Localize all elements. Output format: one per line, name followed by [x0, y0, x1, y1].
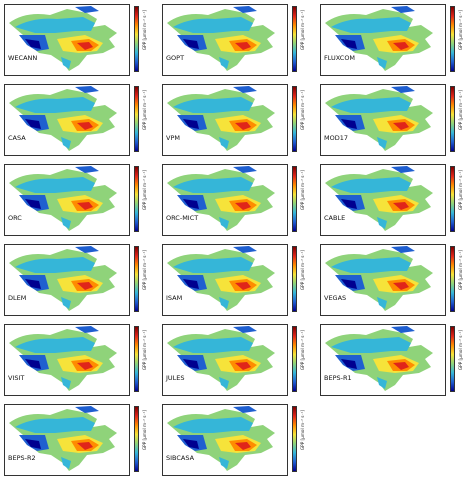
model-label: ORC-MICT: [166, 214, 199, 222]
map-panel: ORC-MICT GPP [μmol m⁻² s⁻¹]: [160, 162, 310, 238]
colorbar: [292, 166, 297, 232]
north-america-gpp-map: [4, 324, 130, 396]
model-label: ISAM: [166, 294, 183, 302]
north-america-gpp-map: [320, 244, 446, 316]
north-america-gpp-map: [4, 164, 130, 236]
colorbar: [292, 246, 297, 312]
colorbar: [450, 246, 455, 312]
map-panel: VPM GPP [μmol m⁻² s⁻¹]: [160, 82, 310, 158]
model-label: JULES: [166, 374, 185, 382]
north-america-gpp-map: [4, 4, 130, 76]
map-panel: GOPT GPP [μmol m⁻² s⁻¹]: [160, 2, 310, 78]
north-america-gpp-map: [162, 404, 288, 476]
colorbar-label: GPP [μmol m⁻² s⁻¹]: [458, 330, 463, 371]
colorbar: [450, 6, 455, 72]
colorbar-label: GPP [μmol m⁻² s⁻¹]: [458, 10, 463, 51]
north-america-gpp-map: [4, 244, 130, 316]
colorbar-label: GPP [μmol m⁻² s⁻¹]: [142, 250, 147, 291]
colorbar-label: GPP [μmol m⁻² s⁻¹]: [300, 90, 305, 131]
colorbar-label: GPP [μmol m⁻² s⁻¹]: [142, 90, 147, 131]
colorbar: [450, 86, 455, 152]
colorbar-label: GPP [μmol m⁻² s⁻¹]: [300, 410, 305, 451]
north-america-gpp-map: [162, 4, 288, 76]
colorbar-label: GPP [μmol m⁻² s⁻¹]: [142, 330, 147, 371]
map-panel: VISIT GPP [μmol m⁻² s⁻¹]: [2, 322, 152, 398]
north-america-gpp-map: [320, 4, 446, 76]
colorbar-label: GPP [μmol m⁻² s⁻¹]: [142, 10, 147, 51]
map-panel: ORC GPP [μmol m⁻² s⁻¹]: [2, 162, 152, 238]
map-panel: WECANN GPP [μmol m⁻² s⁻¹]: [2, 2, 152, 78]
model-label: FLUXCOM: [324, 54, 356, 62]
colorbar-label: GPP [μmol m⁻² s⁻¹]: [300, 250, 305, 291]
colorbar-label: GPP [μmol m⁻² s⁻¹]: [300, 330, 305, 371]
north-america-gpp-map: [320, 324, 446, 396]
model-label: VPM: [166, 134, 180, 142]
colorbar: [134, 86, 139, 152]
model-label: ORC: [8, 214, 22, 222]
colorbar: [134, 326, 139, 392]
colorbar-label: GPP [μmol m⁻² s⁻¹]: [142, 410, 147, 451]
model-label: BEPS-R1: [324, 374, 352, 382]
colorbar: [292, 6, 297, 72]
model-label: WECANN: [8, 54, 38, 62]
north-america-gpp-map: [320, 84, 446, 156]
colorbar: [450, 326, 455, 392]
map-panel: SIBCASA GPP [μmol m⁻² s⁻¹]: [160, 402, 310, 478]
map-panel: BEPS-R2 GPP [μmol m⁻² s⁻¹]: [2, 402, 152, 478]
map-panel: CABLE GPP [μmol m⁻² s⁻¹]: [318, 162, 468, 238]
map-panel: MOD17 GPP [μmol m⁻² s⁻¹]: [318, 82, 468, 158]
colorbar-label: GPP [μmol m⁻² s⁻¹]: [300, 10, 305, 51]
north-america-gpp-map: [162, 324, 288, 396]
colorbar: [134, 406, 139, 472]
colorbar-label: GPP [μmol m⁻² s⁻¹]: [458, 170, 463, 211]
colorbar: [134, 166, 139, 232]
map-panel: JULES GPP [μmol m⁻² s⁻¹]: [160, 322, 310, 398]
model-label: SIBCASA: [166, 454, 195, 462]
model-label: CASA: [8, 134, 26, 142]
map-panel: FLUXCOM GPP [μmol m⁻² s⁻¹]: [318, 2, 468, 78]
colorbar-label: GPP [μmol m⁻² s⁻¹]: [458, 250, 463, 291]
colorbar: [450, 166, 455, 232]
colorbar: [134, 246, 139, 312]
map-panel: ISAM GPP [μmol m⁻² s⁻¹]: [160, 242, 310, 318]
north-america-gpp-map: [4, 404, 130, 476]
colorbar: [292, 406, 297, 472]
model-label: BEPS-R2: [8, 454, 36, 462]
colorbar: [134, 6, 139, 72]
north-america-gpp-map: [320, 164, 446, 236]
north-america-gpp-map: [162, 244, 288, 316]
north-america-gpp-map: [162, 84, 288, 156]
colorbar-label: GPP [μmol m⁻² s⁻¹]: [142, 170, 147, 211]
colorbar-label: GPP [μmol m⁻² s⁻¹]: [458, 90, 463, 131]
model-label: VISIT: [8, 374, 25, 382]
model-label: DLEM: [8, 294, 27, 302]
map-panel: VEGAS GPP [μmol m⁻² s⁻¹]: [318, 242, 468, 318]
model-label: MOD17: [324, 134, 349, 142]
colorbar: [292, 326, 297, 392]
model-label: CABLE: [324, 214, 346, 222]
model-label: VEGAS: [324, 294, 347, 302]
map-panel: DLEM GPP [μmol m⁻² s⁻¹]: [2, 242, 152, 318]
model-label: GOPT: [166, 54, 185, 62]
north-america-gpp-map: [162, 164, 288, 236]
map-panel: CASA GPP [μmol m⁻² s⁻¹]: [2, 82, 152, 158]
north-america-gpp-map: [4, 84, 130, 156]
map-panel: BEPS-R1 GPP [μmol m⁻² s⁻¹]: [318, 322, 468, 398]
colorbar-label: GPP [μmol m⁻² s⁻¹]: [300, 170, 305, 211]
colorbar: [292, 86, 297, 152]
